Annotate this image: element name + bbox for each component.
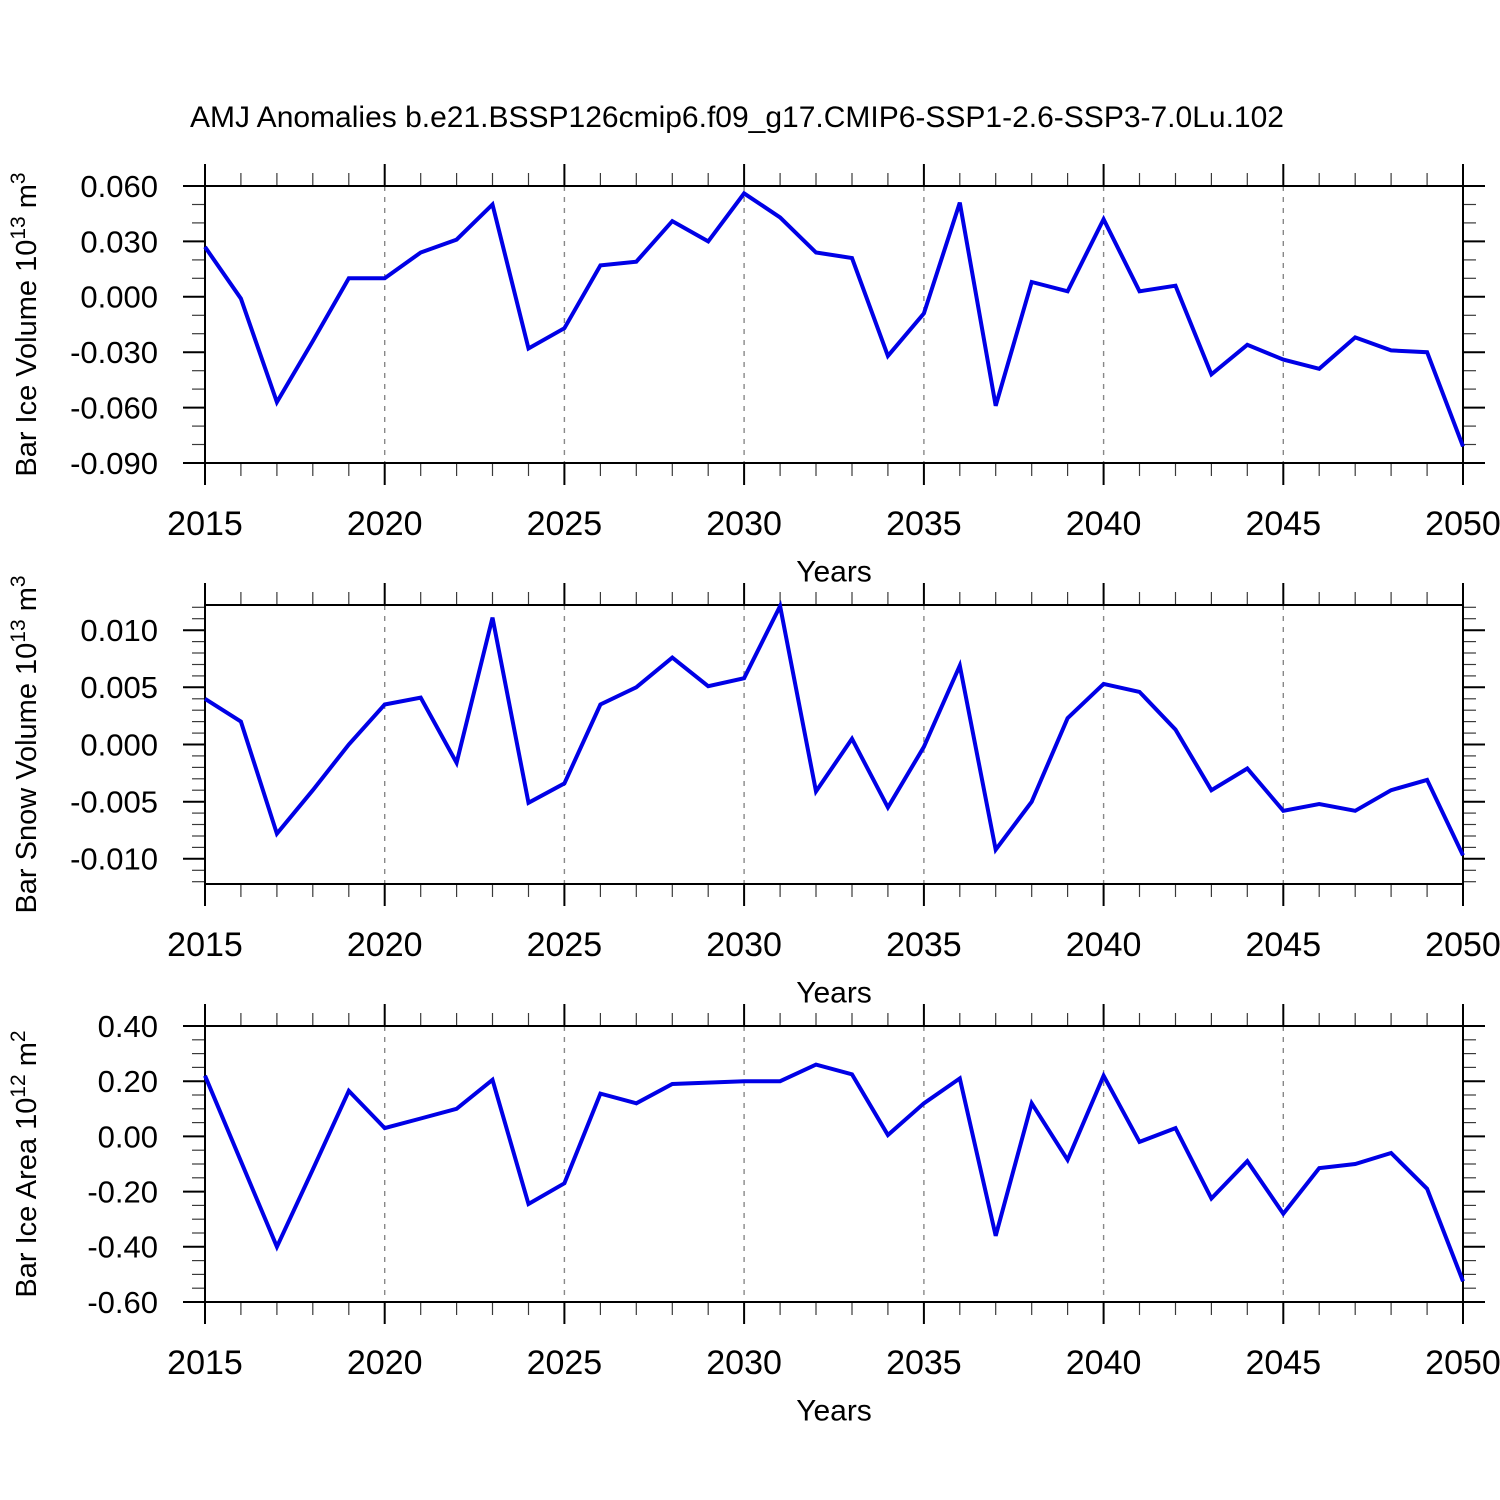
- plot-border: [204, 1025, 1464, 1303]
- plot-border: [204, 604, 1464, 885]
- series-line: [203, 190, 1465, 448]
- y-tick-label: 0.00: [98, 1119, 158, 1154]
- x-tick-label: 2050: [1425, 505, 1500, 543]
- y-tick-label: -0.090: [70, 446, 158, 481]
- series-line: [203, 599, 1465, 857]
- ice-area-chart: 0.40 0.20 0.00 -0.20 -0.40 -0.60 2015 2020 2025 2…: [7, 1004, 1500, 1428]
- x-tick-label: 2045: [1245, 1344, 1321, 1382]
- y-tick-label: 0.000: [80, 727, 158, 762]
- x-tick-label: 2020: [347, 1344, 423, 1382]
- x-tick-label: 2040: [1066, 1344, 1142, 1382]
- y-tick-label: 0.060: [80, 169, 158, 204]
- x-tick-label: 2020: [347, 505, 423, 543]
- y-tick-label: -0.005: [70, 785, 158, 820]
- snow-volume-chart: 0.010 0.005 0.000 -0.005 -0.010 2015 2020 2025 2…: [7, 575, 1500, 1009]
- y-axis-title: Bar Snow Volume 1013 m3: [7, 575, 43, 913]
- y-tick-label: 0.40: [98, 1009, 158, 1044]
- figure-title: AMJ Anomalies b.e21.BSSP126cmip6.f09_g17…: [190, 101, 1284, 134]
- x-tick-label: 2040: [1066, 926, 1142, 964]
- x-axis-title: Years: [796, 977, 872, 1010]
- y-axis-title: Bar Ice Area 1012 m2: [7, 1030, 43, 1297]
- x-tick-label: 2025: [527, 505, 603, 543]
- y-tick-label: 0.010: [80, 613, 158, 648]
- y-tick-label: -0.20: [87, 1174, 158, 1209]
- x-tick-label: 2015: [167, 505, 243, 543]
- x-tick-label: 2050: [1425, 1344, 1500, 1382]
- x-tick-label: 2025: [527, 926, 603, 964]
- x-tick-label: 2050: [1425, 926, 1500, 964]
- x-tick-label: 2030: [706, 1344, 782, 1382]
- plot-border: [204, 185, 1464, 464]
- x-tick-label: 2030: [706, 926, 782, 964]
- x-tick-label: 2020: [347, 926, 423, 964]
- x-tick-label: 2040: [1066, 505, 1142, 543]
- x-tick-label: 2035: [886, 926, 962, 964]
- x-tick-label: 2030: [706, 505, 782, 543]
- y-tick-label: -0.030: [70, 335, 158, 370]
- x-tick-label: 2015: [167, 1344, 243, 1382]
- y-tick-label: 0.005: [80, 670, 158, 705]
- x-tick-label: 2045: [1245, 926, 1321, 964]
- y-tick-label: -0.60: [87, 1285, 158, 1320]
- x-tick-label: 2035: [886, 1344, 962, 1382]
- ice-volume-chart: 0.060 0.030 0.000 -0.030 -0.060 -0.090 2015 202…: [7, 164, 1500, 589]
- y-tick-label: -0.40: [87, 1230, 158, 1265]
- y-tick-label: -0.060: [70, 390, 158, 425]
- y-tick-label: 0.000: [80, 280, 158, 315]
- x-tick-label: 2025: [527, 1344, 603, 1382]
- x-axis-title: Years: [796, 556, 872, 589]
- x-tick-label: 2015: [167, 926, 243, 964]
- y-tick-label: 0.030: [80, 224, 158, 259]
- y-axis-title: Bar Ice Volume 1013 m3: [7, 172, 43, 476]
- x-tick-label: 2035: [886, 505, 962, 543]
- y-tick-label: -0.010: [70, 842, 158, 877]
- x-tick-label: 2045: [1245, 505, 1321, 543]
- series-line: [203, 1062, 1465, 1283]
- y-tick-label: 0.20: [98, 1064, 158, 1099]
- x-axis-title: Years: [796, 1395, 872, 1428]
